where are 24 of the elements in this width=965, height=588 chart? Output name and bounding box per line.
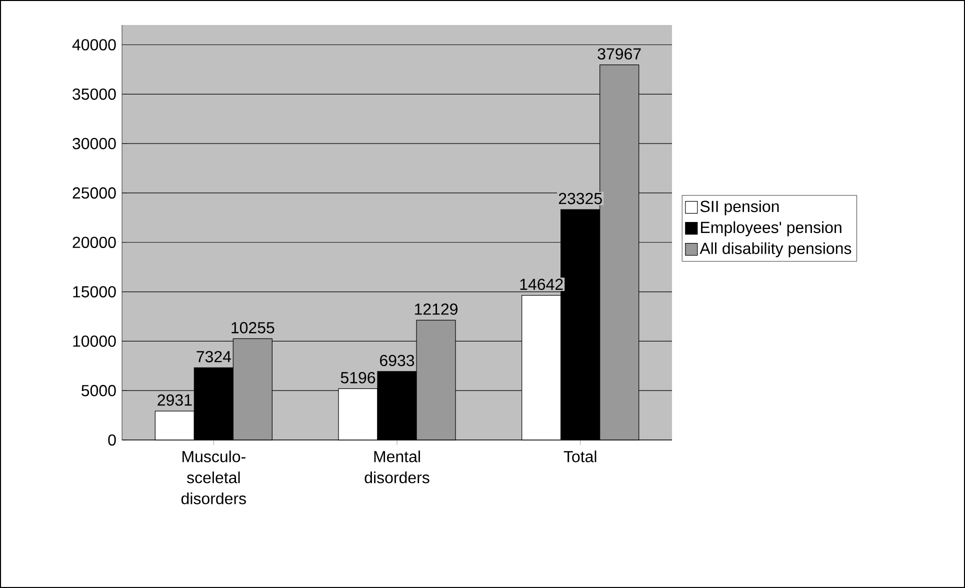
data-label: 7324 [196, 350, 231, 362]
data-label: 12129 [414, 304, 458, 315]
y-tick-label: 10000 [73, 336, 116, 347]
data-label: 5196 [340, 372, 376, 384]
y-tick-label: 40000 [72, 39, 116, 50]
legend-label: Employees' pension [701, 221, 842, 236]
y-tick-label: 0 [108, 434, 116, 446]
x-tick-label: Mental disorders [364, 450, 430, 484]
y-tick-label: 20000 [72, 236, 116, 248]
legend-label: SII pension [700, 200, 779, 216]
x-tick-label: Total [564, 450, 596, 462]
data-label: 23325 [558, 192, 602, 204]
legend-label: All disability pensions [700, 242, 852, 258]
y-tick-label: 35000 [72, 88, 116, 100]
data-label: 14642 [520, 278, 563, 290]
data-label: 37967 [598, 48, 641, 60]
y-tick-label: 15000 [73, 286, 116, 298]
data-label: 10255 [232, 322, 274, 334]
data-label: 2931 [158, 394, 192, 406]
x-tick-label: Musculo-sceletal disorders [181, 450, 246, 504]
y-tick-label: 30000 [72, 138, 116, 150]
y-tick-label: 5000 [82, 384, 116, 396]
y-tick-label: 25000 [72, 187, 116, 199]
data-label: 6933 [380, 354, 414, 366]
